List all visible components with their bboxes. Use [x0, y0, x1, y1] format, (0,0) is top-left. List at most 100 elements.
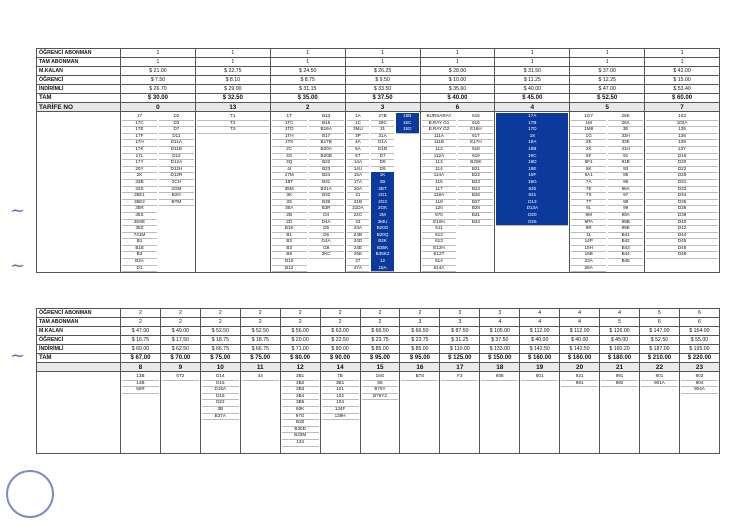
row-label: M.KALAN: [36, 326, 121, 336]
fare-cell: 2: [319, 317, 361, 327]
route-list: 7B 3B1 101 102 104 134F 139H: [321, 373, 359, 452]
tariff-no: 6: [419, 102, 496, 112]
route-code: 15D: [395, 126, 419, 134]
fare-cell: $ 28.00: [419, 66, 496, 76]
fare-cell: $ 55.00: [678, 335, 721, 345]
route-code: 617: [458, 133, 494, 141]
fare-cell: $ 18.75: [199, 335, 241, 345]
row: ÖĞRENCİ ABONMAN 2 2 2 2 2 2 2 2 3 3 4 4 4 5 6: [36, 308, 721, 318]
route-code: D48: [646, 251, 718, 260]
route-code: 2D: [271, 219, 307, 227]
fare-cell: $ 80.00: [319, 344, 361, 354]
route-code: 14P: [571, 238, 607, 246]
route-code: 4A: [346, 139, 370, 147]
fare-cell: $ 67.00: [120, 353, 161, 363]
route-list: 1T 1TC 1TD 1TH 1TK 2C 3G 3Q 4I 17M 18T 35M 3K 3S 36A 2B…: [271, 113, 344, 272]
route-code: 23: [346, 219, 370, 227]
route-code: 99A: [608, 212, 644, 220]
route-code: B26: [458, 192, 494, 200]
route-code: 1TC: [271, 120, 307, 128]
route-code: 3B2: [281, 380, 319, 388]
route-code: D12H: [158, 166, 194, 174]
route-code: 3B: [201, 406, 239, 414]
route-code: 104: [321, 399, 359, 407]
route-code: D34: [646, 192, 718, 200]
route-code: B23: [458, 179, 494, 187]
route-code: D40: [646, 219, 718, 227]
route-list: F3: [441, 373, 479, 452]
route-code: 3B3: [281, 386, 319, 394]
route-code: B2G: [158, 192, 194, 200]
route-code: 616: [458, 120, 494, 128]
route-list: 3B1 3B2 3B3 3B4 3B5 60K 97G B30 B30D B33M 134: [281, 373, 319, 452]
route-code: 5A: [346, 146, 370, 154]
fare-cell: 3: [399, 317, 441, 327]
fare-cell: $ 37.00: [569, 66, 646, 76]
fare-cell: $ 66.75: [239, 344, 281, 354]
route-code: D4A: [308, 219, 344, 227]
row-label: TAM: [36, 93, 121, 103]
tariff-no: 21: [599, 362, 640, 372]
fare-cell: $ 150.00: [479, 353, 521, 363]
route-code: 3Q: [271, 159, 307, 167]
fare-cell: $ 53.40: [644, 84, 720, 94]
fare-cell: $ 160.00: [559, 353, 601, 363]
fare-cell: $ 40.00: [419, 93, 496, 103]
route-code: 35M: [271, 186, 307, 194]
route-code: 24D: [346, 238, 370, 246]
route-code: 96A: [608, 186, 644, 194]
route-code: B20K: [458, 159, 494, 167]
fare-cell: $ 60.00: [120, 344, 161, 354]
fare-cell: $ 45.00: [494, 93, 571, 103]
fare-cell: $ 220.00: [678, 353, 721, 363]
fare-cell: $ 95.00: [399, 353, 441, 363]
route-code: E12H: [421, 245, 457, 253]
fare-cell: 1: [644, 57, 720, 67]
route-code: 1T: [271, 113, 307, 121]
fare-cell: $ 37.50: [344, 93, 421, 103]
fare-cell: $ 30.00: [120, 93, 196, 103]
route-code: 27B: [371, 113, 394, 121]
route-code: B1: [122, 238, 157, 246]
route-code: B27: [458, 199, 494, 207]
fare-cell: $ 66.75: [199, 344, 241, 354]
route-code: 98: [608, 199, 644, 207]
route-code: D15A: [201, 386, 239, 394]
route-code: 95: [608, 172, 644, 180]
fare-cell: $ 112.00: [519, 326, 561, 336]
route-code: 24E: [346, 245, 370, 253]
route-code: B21: [458, 166, 494, 174]
route-code: 112A: [421, 153, 457, 161]
fare-cell: $ 75.00: [199, 353, 241, 363]
fare-cell: 2: [399, 308, 441, 318]
row: 8 9 10 11 12 14 15 16 17 18 19 20 21 22 23: [36, 362, 721, 372]
route-code: B28: [458, 205, 494, 213]
routes-row: 17 17C 17E 17F 17H 17K 17L 17Y 20Y 2K 33B 33S 35E1 35…: [36, 110, 720, 274]
route-code: T1: [196, 113, 269, 121]
tariff-no: 19: [519, 362, 561, 372]
fare-cell: $ 147.00: [638, 326, 680, 336]
route-list: 103 103A 135 136 138 13Y D15 D20 D22 D25 D31 D33 D34…: [646, 113, 718, 271]
route-list: B7S: [401, 373, 439, 452]
route-code: B17: [308, 133, 344, 141]
routes-cell: B7S: [399, 370, 441, 455]
route-code: 6T2: [161, 373, 199, 381]
fare-cell: 6: [638, 317, 680, 327]
route-code: B12: [271, 265, 307, 272]
route-code: D33: [646, 186, 718, 194]
route-code: 7A: [571, 179, 607, 187]
fare-cell: $ 9.50: [344, 75, 421, 85]
route-code: 111A: [421, 133, 457, 141]
route-code: 15A: [346, 172, 370, 180]
route-code: D42: [646, 225, 718, 233]
tariff-no: 22: [638, 362, 680, 372]
fare-cell: 2: [279, 317, 321, 327]
row: ÖĞRENCİ $ 16.75 $ 17.50 $ 18.75 $ 18.75 $ 20.…: [36, 335, 721, 345]
row-label: M.KALAN: [36, 66, 121, 76]
route-code: G4A: [308, 238, 344, 246]
row: ÖĞRENCİ $ 7.50 $ 8.10 $ 8.75 $ 9.50 $ 10.00 $ …: [36, 75, 720, 85]
fare-cell: 1: [569, 57, 646, 67]
route-code: 33H: [608, 133, 644, 141]
route-code: 7S: [571, 192, 607, 200]
route-code: 135: [646, 126, 718, 134]
